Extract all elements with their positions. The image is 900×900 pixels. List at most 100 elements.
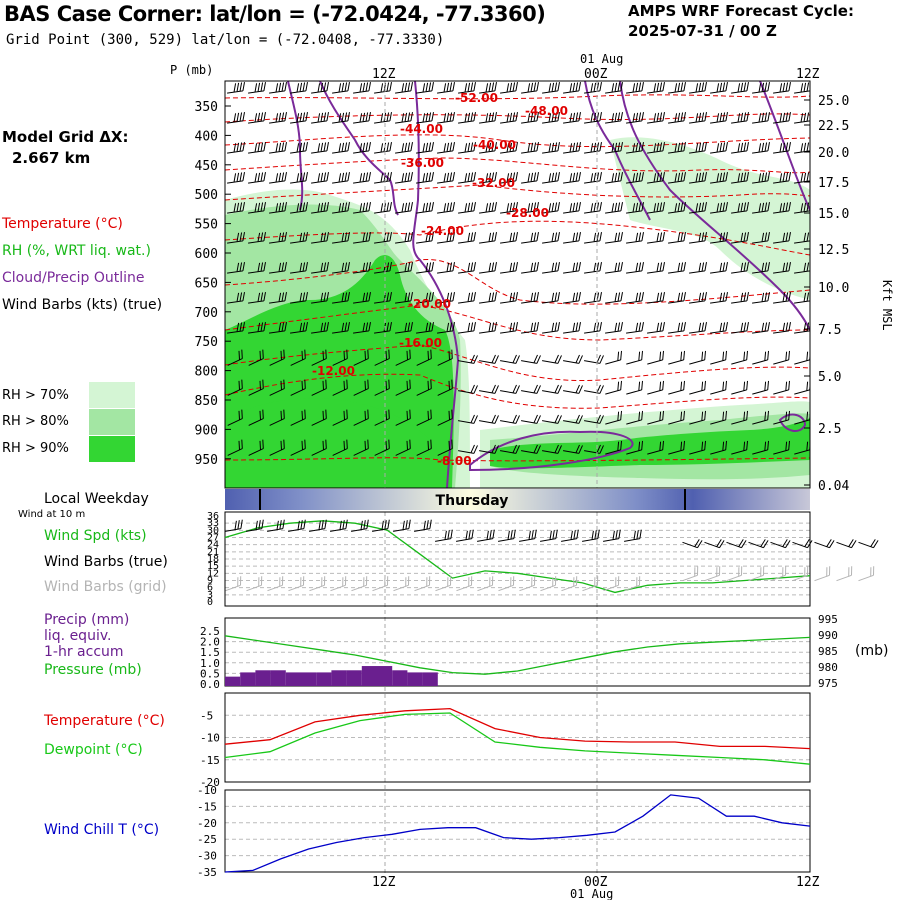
pressure-tick-label: 850 — [195, 394, 218, 409]
wind-barb-grid — [624, 576, 641, 592]
wind-barb — [227, 379, 243, 396]
wind-barb — [752, 292, 770, 304]
contour-label: -40.00 — [473, 138, 516, 152]
weekday-label: Local Weekday — [44, 491, 149, 507]
wind-barb — [542, 202, 560, 214]
wind-barb — [332, 292, 350, 304]
pressure-line — [224, 635, 811, 675]
height-tick-label: 22.5 — [818, 119, 849, 134]
wind-barb-grid — [748, 566, 765, 582]
precip-accum-label: 1-hr accum — [44, 644, 124, 660]
wind-barb — [269, 379, 285, 396]
contour-label: -32.00 — [472, 176, 515, 190]
panel-frame — [224, 617, 811, 687]
wind-barb — [584, 232, 602, 244]
wind-barb — [416, 262, 434, 274]
wind-barb — [479, 202, 497, 214]
wind-barb — [458, 384, 478, 394]
wind-barb — [374, 409, 390, 426]
precip-bar — [240, 672, 256, 686]
wind-barb-grid — [519, 576, 536, 592]
dewpoint-label: Dewpoint (°C) — [44, 742, 143, 758]
wind-barb — [416, 409, 432, 426]
wind-barb — [731, 262, 749, 274]
wind-barb — [689, 112, 707, 124]
pressure-tick-label: 600 — [195, 247, 218, 262]
wind-barb — [374, 379, 390, 396]
wind-barb — [374, 322, 392, 334]
contour-label: -8.00 — [437, 454, 472, 468]
wind-barb — [794, 262, 810, 274]
wind-barb — [227, 82, 245, 94]
precip-tick-label: 1.0 — [200, 657, 220, 670]
wind-barb — [311, 232, 329, 244]
wind-barb — [437, 292, 455, 304]
wind-barb — [773, 232, 791, 244]
rh70-region — [610, 137, 810, 300]
wind-barb — [353, 322, 371, 334]
wind-barb — [773, 262, 791, 274]
wind-barb — [752, 440, 769, 455]
wind-barb — [773, 292, 791, 304]
wind-barb — [584, 322, 602, 334]
wind-barb — [626, 410, 643, 425]
wind-barb — [563, 322, 581, 334]
wind-height-note: Wind at 10 m — [18, 509, 86, 520]
wind-barb — [437, 439, 453, 456]
wind-barb — [647, 172, 665, 184]
wind-barb — [332, 322, 350, 334]
wind-barb — [563, 232, 581, 244]
wind-barb — [731, 82, 749, 94]
wind-barb — [248, 142, 266, 154]
wind-barb-true — [414, 519, 432, 532]
wind-barb — [752, 112, 770, 124]
height-tick-label: 7.5 — [818, 323, 841, 338]
wind-barb — [605, 380, 622, 395]
forecast-cycle-title: AMPS WRF Forecast Cycle: — [628, 2, 854, 20]
wind-barb — [689, 440, 706, 455]
chill-tick-label: -20 — [197, 817, 217, 830]
wind-barb — [668, 262, 686, 274]
wind-barb-true — [519, 529, 537, 542]
wind-barb — [731, 292, 749, 304]
wind-tick-label: 18 — [207, 554, 219, 565]
precip-bar — [285, 672, 301, 686]
wind-barb — [332, 172, 350, 184]
wind-barb — [248, 379, 264, 396]
wind-barb-grid — [330, 576, 347, 592]
wind-barb — [605, 322, 623, 334]
bottom-date-label: 01 Aug — [570, 887, 613, 900]
wind-barb — [227, 202, 245, 214]
wind-barb — [626, 440, 643, 455]
wind-barb — [521, 354, 541, 364]
wind-barb — [710, 172, 728, 184]
pressure-tick-label: 450 — [195, 159, 218, 174]
wind-barb — [521, 444, 541, 454]
wind-barb — [647, 232, 665, 244]
wind-barb — [563, 262, 581, 274]
wind-barb — [563, 384, 583, 394]
precip-bar — [422, 672, 438, 686]
wind-barb — [773, 202, 791, 214]
wind-barb — [248, 232, 266, 244]
wind-barb — [311, 202, 329, 214]
wind-barb — [395, 82, 413, 94]
wind-barb — [605, 410, 622, 425]
wind-barb — [437, 349, 453, 366]
wind-barb — [794, 380, 810, 395]
wind-barb — [773, 440, 790, 455]
wind-barb — [479, 384, 499, 394]
wind-barb-true — [682, 539, 703, 549]
panel-frame — [224, 789, 811, 873]
wind-barb — [668, 202, 686, 214]
panel-frame — [224, 511, 811, 607]
wind-barb — [395, 202, 413, 214]
wind-barb — [479, 232, 497, 244]
page-title: BAS Case Corner: lat/lon = (-72.0424, -7… — [4, 2, 546, 26]
precip-tick-label: 0.5 — [200, 667, 220, 680]
precip-bar — [270, 670, 286, 686]
pressure-tick-label: 990 — [818, 629, 838, 642]
precip-label: Precip (mm) — [44, 612, 130, 628]
wind-barb — [332, 82, 350, 94]
wind-barb — [353, 232, 371, 244]
